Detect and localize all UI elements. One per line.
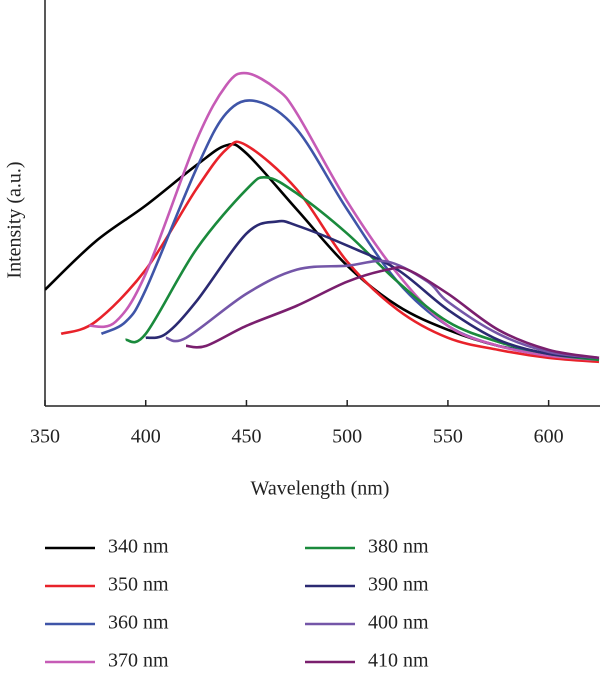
legend-label: 390 nm	[368, 574, 429, 596]
series-line	[60, 140, 600, 364]
legend-label: 360 nm	[108, 612, 169, 634]
series-line	[125, 175, 600, 362]
series-line	[165, 259, 600, 360]
series-line	[185, 266, 600, 360]
x-tick-label: 400	[131, 426, 161, 448]
series-line	[100, 99, 600, 362]
legend-label: 350 nm	[108, 574, 169, 596]
legend-label: 340 nm	[108, 536, 169, 558]
series-line	[145, 219, 600, 360]
x-tick-label: 450	[231, 426, 261, 448]
x-tick-label: 550	[433, 426, 463, 448]
x-tick-label: 350	[30, 426, 60, 448]
x-tick-label: 600	[534, 426, 564, 448]
legend-label: 410 nm	[368, 650, 429, 672]
x-tick-label: 500	[332, 426, 362, 448]
series-line	[45, 142, 600, 362]
legend-label: 400 nm	[368, 612, 429, 634]
x-axis-label: Wavelength (nm)	[251, 478, 390, 500]
legend-label: 370 nm	[108, 650, 169, 672]
legend-label: 380 nm	[368, 536, 429, 558]
series-line	[89, 71, 600, 362]
y-axis-label: Intensity (a.u.)	[4, 161, 26, 278]
